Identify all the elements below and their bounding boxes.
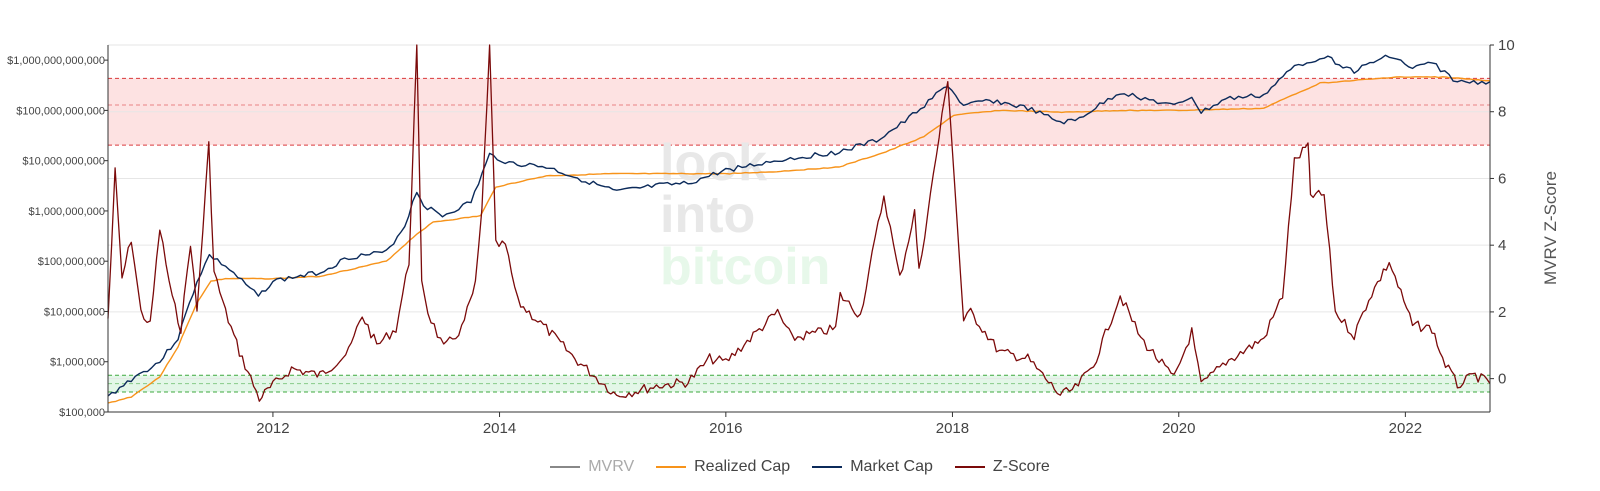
x-tick-label: 2012 <box>256 420 289 437</box>
gridlines <box>108 44 1490 380</box>
y-right-tick-label: 2 <box>1498 304 1506 321</box>
series-lines <box>107 44 1491 404</box>
legend-label-mvrv: MVRV <box>588 458 635 475</box>
legend-label-z-score: Z-Score <box>992 458 1050 475</box>
legend-swatch-market-cap <box>812 466 843 468</box>
y-left-tick-label: $100,000,000,000 <box>16 105 105 117</box>
watermark: look into bitcoin <box>660 134 830 296</box>
watermark-into: into <box>660 186 755 244</box>
y-right-tick-label: 4 <box>1498 237 1506 254</box>
y-left-tick-label: $1,000,000,000,000 <box>7 55 105 67</box>
legend: MVRV Realized Cap Market Cap Z-Score <box>0 458 1600 476</box>
y-left-tick-label: $100,000 <box>59 407 105 419</box>
y-left-tick-label: $100,000,000 <box>38 256 105 268</box>
legend-swatch-realized-cap <box>656 466 687 468</box>
y-left-tick-label: $10,000,000,000 <box>22 156 105 168</box>
x-tick-label: 2014 <box>483 420 516 437</box>
series-line-realized-cap <box>107 76 1490 404</box>
y-right-axis-title: MVRV Z-Score <box>1541 171 1560 285</box>
legend-swatch-z-score <box>954 466 985 468</box>
legend-label-realized-cap: Realized Cap <box>694 458 791 475</box>
x-tick-label: 2022 <box>1389 420 1422 437</box>
y-right-tick-label: 0 <box>1498 371 1506 388</box>
zone-bands <box>108 77 1490 393</box>
legend-label-market-cap: Market Cap <box>850 458 933 475</box>
legend-item-mvrv[interactable]: MVRV <box>550 458 634 476</box>
watermark-bitcoin: bitcoin <box>660 238 830 296</box>
green-zone-band <box>108 375 1490 392</box>
series-line-z-score <box>107 44 1491 402</box>
legend-swatch-mvrv <box>550 466 581 468</box>
series-line-market-cap <box>107 54 1491 397</box>
x-tick-label: 2016 <box>709 420 742 437</box>
legend-item-realized-cap[interactable]: Realized Cap <box>656 458 790 476</box>
legend-item-market-cap[interactable]: Market Cap <box>812 458 933 476</box>
y-right-tick-label: 6 <box>1498 170 1506 187</box>
y-left-tick-label: $1,000,000,000 <box>29 206 105 218</box>
x-tick-label: 2018 <box>936 420 969 437</box>
watermark-look: look <box>660 134 767 192</box>
y-left-tick-label: $1,000,000 <box>50 357 105 369</box>
axes: $100,000 $1,000,000 $10,000,000 $100,000,00… <box>7 37 1515 437</box>
y-left-tick-label: $10,000,000 <box>44 306 105 318</box>
x-tick-label: 2020 <box>1162 420 1195 437</box>
y-right-tick-label: 8 <box>1498 104 1506 121</box>
y-right-tick-label: 10 <box>1498 37 1515 54</box>
legend-item-z-score[interactable]: Z-Score <box>954 458 1050 476</box>
